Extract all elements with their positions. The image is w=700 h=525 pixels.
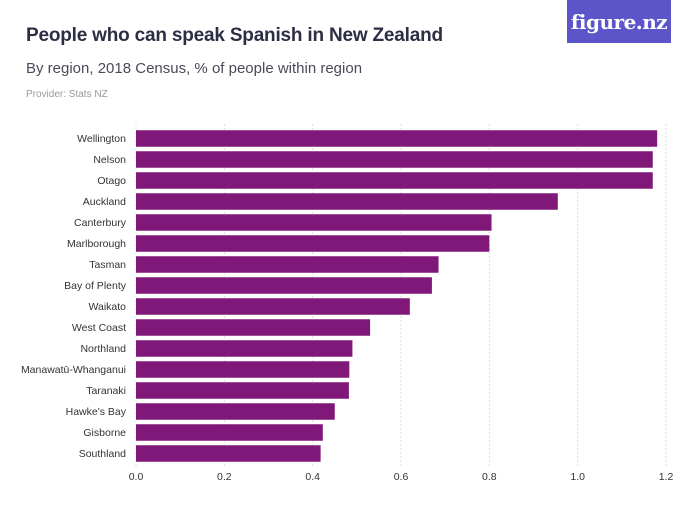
category-label: Taranaki xyxy=(86,385,126,397)
x-tick-label: 1.0 xyxy=(570,471,585,483)
bar[interactable] xyxy=(136,445,321,462)
chart-subtitle: By region, 2018 Census, % of people with… xyxy=(26,60,363,77)
category-label: Bay of Plenty xyxy=(64,280,127,292)
chart-title: People who can speak Spanish in New Zeal… xyxy=(26,25,443,46)
category-label: Manawatū-Whanganui xyxy=(21,364,126,376)
x-tick-label: 0.6 xyxy=(394,471,409,483)
provider-note: Provider: Stats NZ xyxy=(26,89,108,100)
bar[interactable] xyxy=(136,256,439,273)
category-label: Marlborough xyxy=(67,238,126,250)
figure-nz-logo[interactable]: figure.nz xyxy=(567,0,671,43)
bar[interactable] xyxy=(136,193,558,210)
category-label: Canterbury xyxy=(74,217,127,229)
bar[interactable] xyxy=(136,319,371,336)
x-tick-label: 0.2 xyxy=(217,471,232,483)
bar[interactable] xyxy=(136,361,350,378)
category-label: Otago xyxy=(97,175,126,187)
bar[interactable] xyxy=(136,172,653,189)
category-label: Tasman xyxy=(89,259,126,271)
x-tick-label: 0.4 xyxy=(305,471,320,483)
category-label: Waikato xyxy=(88,301,126,313)
bar[interactable] xyxy=(136,424,323,441)
x-axis-ticks: 0.0 0.2 0.4 0.6 0.8 1.0 1.2 xyxy=(129,471,674,483)
bar[interactable] xyxy=(136,130,658,147)
bars xyxy=(136,130,658,462)
x-tick-label: 1.2 xyxy=(659,471,674,483)
category-labels: Wellington Nelson Otago Auckland Canterbury M… xyxy=(21,133,127,460)
bar[interactable] xyxy=(136,214,492,231)
x-tick-label: 0.0 xyxy=(129,471,144,483)
category-label: Gisborne xyxy=(83,427,126,439)
category-label: Wellington xyxy=(77,133,126,145)
bar[interactable] xyxy=(136,277,432,294)
bar[interactable] xyxy=(136,382,349,399)
bar[interactable] xyxy=(136,340,353,357)
bar[interactable] xyxy=(136,403,335,420)
category-label: Auckland xyxy=(83,196,126,208)
category-label: West Coast xyxy=(72,322,126,334)
category-label: Southland xyxy=(79,448,126,460)
category-label: Nelson xyxy=(93,154,126,166)
bar[interactable] xyxy=(136,298,410,315)
bar[interactable] xyxy=(136,151,653,168)
bar[interactable] xyxy=(136,235,490,252)
category-label: Hawke's Bay xyxy=(66,406,127,418)
category-label: Northland xyxy=(80,343,126,355)
x-tick-label: 0.8 xyxy=(482,471,497,483)
